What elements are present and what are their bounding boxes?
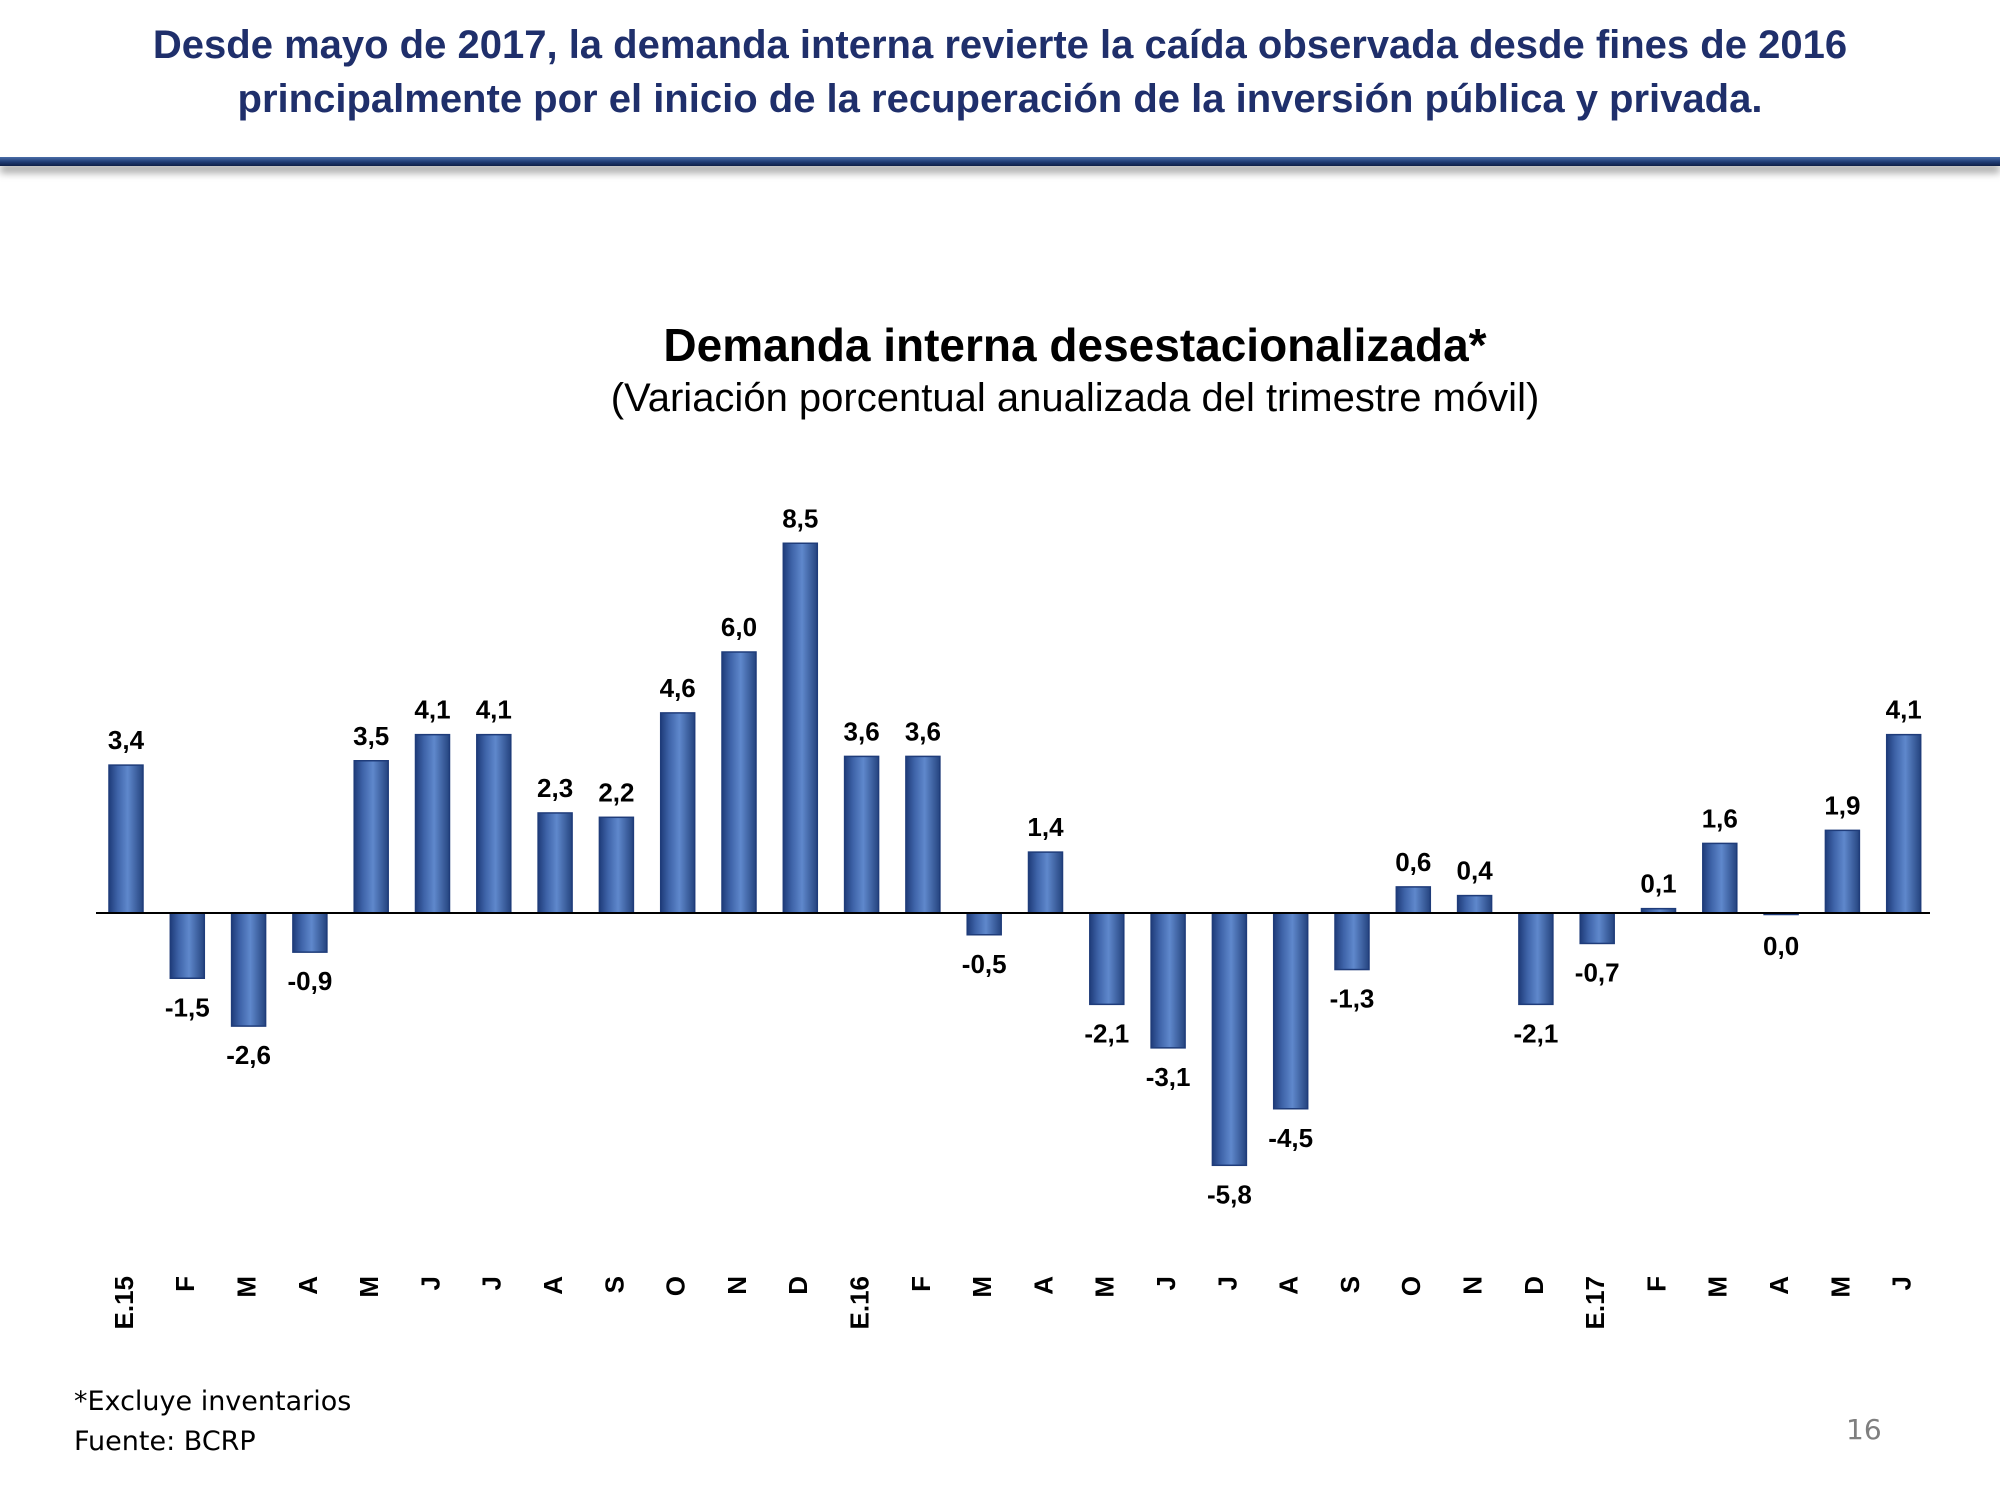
bar-19 bbox=[1211, 912, 1248, 1167]
bar-12 bbox=[782, 542, 819, 914]
headline-line-2: principalmente por el inicio de la recup… bbox=[237, 77, 1763, 121]
bar-5 bbox=[353, 760, 389, 914]
bar-10 bbox=[659, 712, 696, 914]
x-tick-label: J bbox=[415, 1276, 445, 1290]
bar-30 bbox=[1885, 733, 1922, 914]
x-tick-label: O bbox=[1396, 1276, 1426, 1296]
bar-1 bbox=[108, 764, 144, 914]
bar-22 bbox=[1395, 886, 1432, 914]
bar-14 bbox=[905, 755, 941, 914]
bar-value-label: 3,5 bbox=[353, 721, 389, 751]
bar-2 bbox=[169, 912, 206, 979]
bar-value-label: 1,4 bbox=[1027, 812, 1064, 842]
bar-value-label: 1,9 bbox=[1824, 790, 1860, 820]
x-tick-label: A bbox=[1274, 1276, 1304, 1295]
bar-value-label: 0,6 bbox=[1395, 847, 1431, 877]
bar-value-label: -2,6 bbox=[226, 1040, 271, 1070]
x-tick-label: A bbox=[293, 1276, 323, 1295]
bar-value-label: 4,1 bbox=[476, 695, 512, 725]
bar-value-label: 0,0 bbox=[1763, 931, 1799, 961]
bar-18 bbox=[1150, 912, 1186, 1049]
chart-subtitle: (Variación porcentual anualizada del tri… bbox=[610, 376, 1540, 420]
source-text: Fuente: BCRP bbox=[74, 1426, 256, 1457]
bar-value-label: -1,5 bbox=[165, 992, 210, 1022]
bar-value-label: -5,8 bbox=[1207, 1179, 1252, 1209]
bar-value-label: -2,1 bbox=[1084, 1018, 1129, 1048]
footnote-block: *Excluye inventarios Fuente: BCRP bbox=[74, 1382, 351, 1462]
bar-value-label: 2,2 bbox=[598, 777, 634, 807]
x-tick-label: N bbox=[722, 1276, 752, 1295]
x-tick-label: F bbox=[170, 1276, 200, 1292]
bar-value-label: 3,6 bbox=[844, 716, 880, 746]
page-number: 16 bbox=[1846, 1413, 1882, 1446]
bar-16 bbox=[1027, 851, 1064, 914]
x-tick-label: M bbox=[231, 1276, 261, 1298]
bar-13 bbox=[843, 755, 880, 914]
bar-value-label: 4,1 bbox=[1886, 695, 1922, 725]
bar-11 bbox=[721, 651, 757, 914]
x-tick-label: M bbox=[967, 1276, 997, 1298]
x-tick-label: E.16 bbox=[844, 1276, 874, 1330]
bar-value-label: 6,0 bbox=[721, 612, 757, 642]
bar-4 bbox=[292, 912, 328, 953]
x-tick-label: M bbox=[1703, 1276, 1733, 1298]
slide-headline: Desde mayo de 2017, la demanda interna r… bbox=[0, 18, 2000, 126]
bar-value-label: -0,7 bbox=[1575, 957, 1620, 987]
bar-27 bbox=[1702, 842, 1738, 914]
headline-line-1: Desde mayo de 2017, la demanda interna r… bbox=[152, 23, 1848, 67]
bar-value-label: 0,1 bbox=[1640, 869, 1676, 899]
footnote-text: *Excluye inventarios bbox=[74, 1386, 352, 1417]
bar-value-label: 8,5 bbox=[782, 503, 818, 533]
x-tick-label: A bbox=[538, 1276, 568, 1295]
bar-value-label: 1,6 bbox=[1702, 803, 1738, 833]
x-tick-label: A bbox=[1764, 1276, 1794, 1295]
bar-value-label: 3,4 bbox=[108, 725, 145, 755]
bar-21 bbox=[1334, 912, 1370, 971]
x-tick-label: S bbox=[1335, 1276, 1365, 1293]
x-tick-label: E.17 bbox=[1580, 1276, 1610, 1330]
x-tick-label: M bbox=[1090, 1276, 1120, 1298]
bar-value-label: -4,5 bbox=[1268, 1123, 1313, 1153]
bar-value-label: -3,1 bbox=[1146, 1062, 1191, 1092]
bar-8 bbox=[537, 812, 573, 914]
bar-7 bbox=[476, 733, 512, 914]
x-tick-label: J bbox=[477, 1276, 507, 1290]
bar-value-label: 4,1 bbox=[414, 695, 450, 725]
x-tick-label: J bbox=[1212, 1276, 1242, 1290]
bar-3 bbox=[230, 912, 267, 1027]
bar-20 bbox=[1272, 912, 1309, 1110]
bar-value-label: 4,6 bbox=[660, 673, 696, 703]
bar-23 bbox=[1456, 894, 1493, 914]
x-tick-label: N bbox=[1457, 1276, 1487, 1295]
x-tick-label: J bbox=[1887, 1276, 1917, 1290]
bar-value-label: -2,1 bbox=[1513, 1018, 1558, 1048]
chart-title: Demanda interna desestacionalizada* bbox=[663, 319, 1487, 371]
bar-value-label: -1,3 bbox=[1330, 984, 1375, 1014]
x-tick-label: D bbox=[783, 1276, 813, 1295]
bar-value-label: -0,5 bbox=[962, 949, 1007, 979]
x-tick-label: M bbox=[1825, 1276, 1855, 1298]
bar-9 bbox=[598, 816, 635, 914]
bar-value-label: 0,4 bbox=[1457, 856, 1494, 886]
x-tick-label: J bbox=[1151, 1276, 1181, 1290]
header-divider bbox=[0, 157, 2000, 166]
x-tick-label: M bbox=[354, 1276, 384, 1298]
bar-value-label: -0,9 bbox=[287, 966, 332, 996]
x-tick-label: D bbox=[1519, 1276, 1549, 1295]
x-tick-label: E.15 bbox=[109, 1276, 139, 1330]
x-tick-label: F bbox=[1641, 1276, 1671, 1292]
bar-25 bbox=[1579, 912, 1615, 945]
x-tick-label: O bbox=[661, 1276, 691, 1296]
bar-15 bbox=[966, 912, 1002, 936]
bar-value-label: 2,3 bbox=[537, 773, 573, 803]
x-tick-label: S bbox=[599, 1276, 629, 1293]
bar-24 bbox=[1518, 912, 1554, 1006]
bar-17 bbox=[1089, 912, 1125, 1006]
x-tick-label: A bbox=[1028, 1276, 1058, 1295]
bar-value-label: 3,6 bbox=[905, 716, 941, 746]
bar-29 bbox=[1824, 829, 1861, 914]
x-tick-label: F bbox=[906, 1276, 936, 1292]
bar-6 bbox=[414, 733, 451, 914]
